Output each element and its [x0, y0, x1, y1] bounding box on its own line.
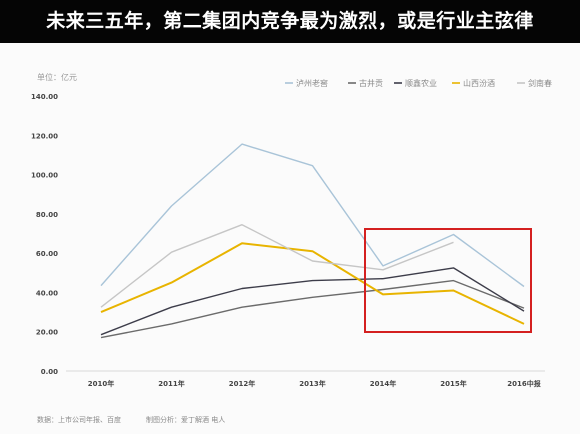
x-tick-label: 2011年 — [158, 379, 184, 388]
y-tick-label: 40.00 — [36, 289, 58, 297]
unit-label: 单位：亿元 — [37, 72, 77, 82]
x-tick-label: 2016中报 — [507, 379, 541, 388]
legend-item: 泸州老窖 — [285, 78, 328, 88]
series-泸州老窖 — [100, 143, 525, 288]
x-axis: 2010年 2011年 2012年 2013年 2014年 2015年 2016中报 — [66, 370, 545, 388]
series-古井贡 — [100, 279, 525, 339]
legend-item: 顺鑫农业 — [394, 78, 437, 88]
series-line — [100, 143, 525, 288]
y-tick-label: 120.00 — [31, 132, 58, 140]
y-axis: 0.00 20.00 40.00 60.00 80.00 100.00 120.00 140.… — [31, 93, 58, 376]
title-banner: 未来三五年，第二集团内竞争最为激烈，或是行业主弦律 — [0, 0, 580, 43]
y-tick-label: 80.00 — [36, 211, 58, 219]
footer-source: 数据：上市公司年报、百度 — [37, 415, 121, 424]
series-顺鑫农业 — [100, 267, 525, 336]
y-tick-label: 100.00 — [31, 172, 58, 180]
y-tick-label: 140.00 — [31, 93, 58, 101]
series-line — [100, 267, 525, 336]
y-tick-label: 20.00 — [36, 329, 58, 337]
x-tick-label: 2014年 — [370, 379, 396, 388]
highlight-layer — [364, 228, 532, 333]
legend: 泸州老窖 古井贡 顺鑫农业 山西汾酒 剑南春 — [285, 78, 552, 88]
series-line — [100, 279, 525, 339]
series-剑南春 — [100, 224, 454, 308]
legend-label: 顺鑫农业 — [405, 78, 437, 88]
legend-label: 古井贡 — [359, 78, 383, 88]
banner-title: 未来三五年，第二集团内竞争最为激烈，或是行业主弦律 — [46, 10, 534, 32]
line-chart: 单位：亿元 0.00 20.00 40.00 60.00 80.00 100.00 120.… — [31, 72, 552, 424]
chart-panel: 单位：亿元 0.00 20.00 40.00 60.00 80.00 100.00 120.… — [0, 43, 580, 434]
series-line — [100, 242, 525, 325]
series-山西汾酒 — [100, 242, 525, 325]
x-tick-label: 2010年 — [88, 379, 114, 388]
legend-label: 剑南春 — [528, 78, 552, 88]
y-tick-label: 60.00 — [36, 250, 58, 258]
x-tick-label: 2015年 — [440, 379, 466, 388]
legend-item: 山西汾酒 — [452, 78, 495, 88]
footer-analysis: 制图分析：爱丁解酒 电人 — [146, 415, 225, 424]
legend-label: 山西汾酒 — [463, 78, 495, 88]
legend-item: 古井贡 — [348, 78, 383, 88]
highlight-box — [364, 228, 532, 333]
y-tick-label: 0.00 — [41, 368, 58, 376]
series-line — [100, 224, 454, 308]
legend-label: 泸州老窖 — [296, 78, 328, 88]
x-tick-label: 2012年 — [229, 379, 255, 388]
series-layer — [100, 143, 525, 339]
legend-item: 剑南春 — [517, 78, 552, 88]
x-tick-label: 2013年 — [299, 379, 325, 388]
